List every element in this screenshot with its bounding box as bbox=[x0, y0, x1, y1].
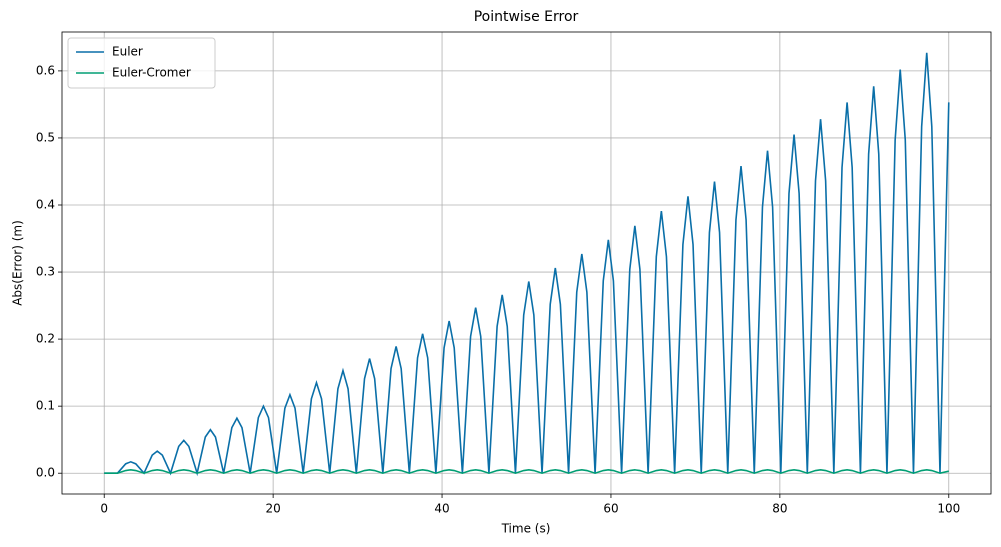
x-tick-label: 80 bbox=[772, 502, 787, 516]
y-tick-label: 0.6 bbox=[36, 63, 55, 77]
legend: Euler Euler-Cromer bbox=[67, 37, 216, 89]
plot-frame bbox=[61, 31, 992, 495]
x-tick-label: 0 bbox=[100, 502, 108, 516]
line-series bbox=[104, 469, 949, 475]
x-tick-label: 60 bbox=[603, 502, 618, 516]
legend-label: Euler-Cromer bbox=[112, 66, 191, 80]
y-tick-label: 0.5 bbox=[36, 130, 55, 144]
y-tick-label: 0.0 bbox=[36, 466, 55, 480]
x-tick-label: 40 bbox=[434, 502, 449, 516]
x-tick-label: 100 bbox=[937, 502, 960, 516]
legend-box bbox=[67, 37, 216, 89]
x-axis-label: Time (s) bbox=[501, 522, 551, 536]
line-series bbox=[104, 52, 950, 477]
y-tick-label: 0.4 bbox=[36, 197, 55, 211]
legend-label: Euler bbox=[112, 45, 143, 59]
y-tick-label: 0.2 bbox=[36, 332, 55, 346]
y-tick-label: 0.3 bbox=[36, 265, 55, 279]
chart-title: Pointwise Error bbox=[474, 9, 579, 25]
y-tick-label: 0.1 bbox=[36, 399, 55, 413]
x-tick-label: 20 bbox=[265, 502, 280, 516]
y-axis-label: Abs(Error) (m) bbox=[11, 220, 25, 306]
